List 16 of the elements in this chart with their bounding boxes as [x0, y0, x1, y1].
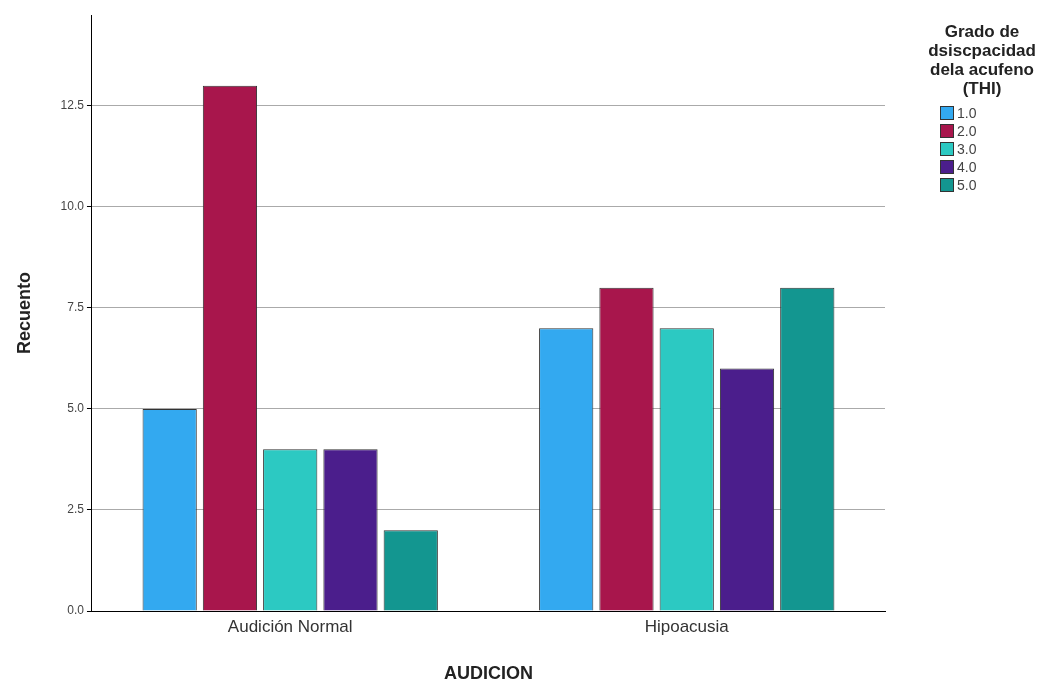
y-tick-label: 0.0 [67, 603, 85, 618]
legend-label: 1.0 [957, 105, 977, 121]
y-tick-label: 10.0 [60, 199, 85, 214]
legend-label: 4.0 [957, 159, 977, 175]
legend-label: 3.0 [957, 141, 977, 157]
y-tick-label: 5.0 [67, 401, 85, 416]
y-axis-title: Recuento [13, 271, 34, 355]
legend-label: 5.0 [957, 177, 977, 193]
y-tick-label: 12.5 [60, 98, 85, 113]
y-tick-label: 2.5 [67, 502, 85, 517]
legend-title: Grado de dsiscpacidad dela acufeno (THI) [927, 22, 1037, 98]
x-tick-label: Hipoacusia [644, 616, 730, 636]
x-tick-label: Audición Normal [227, 616, 353, 636]
y-tick-label: 7.5 [67, 300, 85, 315]
legend-label: 2.0 [957, 123, 977, 139]
x-axis-title: AUDICION [443, 663, 533, 684]
